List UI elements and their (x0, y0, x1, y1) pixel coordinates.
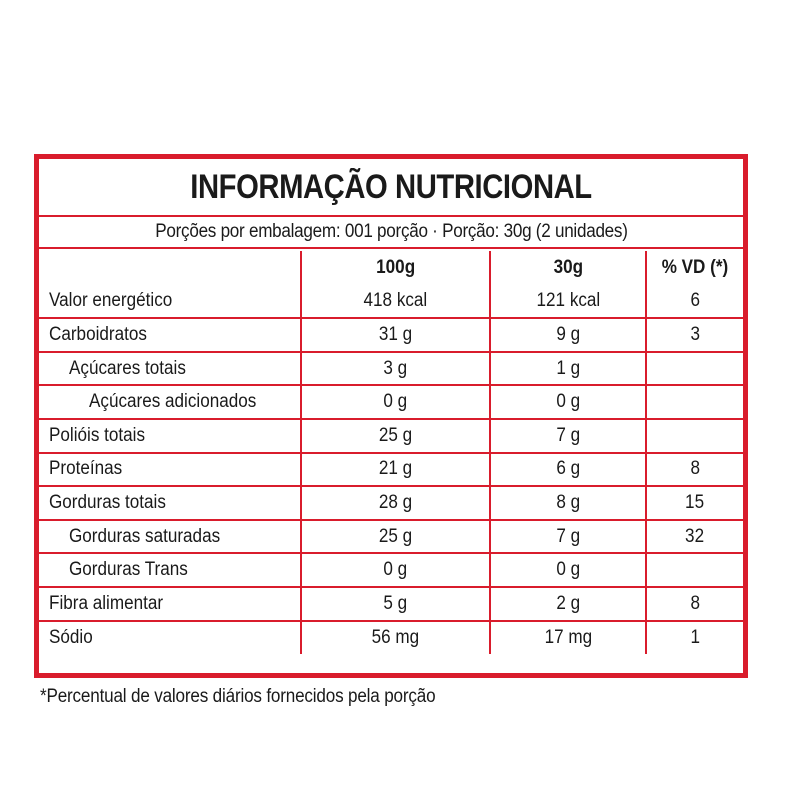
value-per-portion: 7 g (489, 417, 646, 453)
footnote-text: *Percentual de valores diários fornecido… (40, 686, 436, 707)
value-daily-percent: 6 (645, 284, 743, 319)
value-per-100g: 31 g (300, 317, 490, 352)
table-row: Sódio 56 mg 17 mg 1 (39, 619, 743, 655)
panel-title: INFORMAÇÃO NUTRICIONAL (190, 167, 592, 206)
value-per-100g: 56 mg (300, 619, 490, 655)
value-daily-percent (645, 417, 743, 453)
value-daily-percent: 1 (645, 619, 743, 655)
portion-info-text: Porções por embalagem: 001 porção · Porç… (154, 221, 628, 242)
value-per-100g: 25 g (300, 417, 490, 453)
value-daily-percent: 15 (645, 485, 743, 520)
value-per-100g: 5 g (300, 585, 490, 621)
value-per-portion: 1 g (489, 350, 646, 386)
footnote: *Percentual de valores diários fornecido… (40, 686, 479, 708)
nutrient-label: Sódio (39, 619, 301, 655)
value-per-portion: 0 g (489, 552, 646, 587)
value-per-portion: 8 g (489, 485, 646, 520)
nutrient-label: Gorduras saturadas (39, 518, 301, 554)
header-per-100g: 100g (300, 251, 490, 285)
value-per-portion: 121 kcal (489, 284, 646, 319)
value-daily-percent (645, 350, 743, 386)
value-per-100g: 25 g (300, 518, 490, 554)
portion-info: Porções por embalagem: 001 porção · Porç… (39, 215, 743, 249)
value-per-100g: 21 g (300, 451, 490, 487)
value-per-100g: 418 kcal (300, 284, 490, 319)
nutrient-label: Fibra alimentar (39, 585, 301, 621)
header-daily-value: % VD (*) (645, 251, 743, 285)
value-per-100g: 0 g (300, 552, 490, 587)
nutrient-label: Gorduras totais (39, 485, 301, 520)
value-per-portion: 17 mg (489, 619, 646, 655)
value-daily-percent (645, 552, 743, 587)
table-header-row: 100g 30g % VD (*) (39, 251, 743, 285)
value-per-100g: 3 g (300, 350, 490, 386)
value-daily-percent: 8 (645, 585, 743, 621)
value-per-100g: 0 g (300, 384, 490, 419)
value-per-portion: 9 g (489, 317, 646, 352)
nutrient-label: Proteínas (39, 451, 301, 487)
header-nutrient (39, 251, 301, 285)
nutrition-facts-panel: INFORMAÇÃO NUTRICIONAL Porções por embal… (34, 154, 748, 678)
header-per-portion: 30g (489, 251, 646, 285)
nutrition-table: 100g 30g % VD (*) Valor energético 418 kc… (39, 251, 743, 655)
nutrient-label: Açúcares adicionados (39, 384, 301, 419)
value-daily-percent (645, 384, 743, 419)
value-per-portion: 6 g (489, 451, 646, 487)
value-per-100g: 28 g (300, 485, 490, 520)
value-daily-percent: 32 (645, 518, 743, 554)
value-daily-percent: 3 (645, 317, 743, 352)
nutrient-label: Valor energético (49, 289, 173, 311)
value-per-portion: 7 g (489, 518, 646, 554)
nutrient-label: Polióis totais (39, 417, 301, 453)
value-daily-percent: 8 (645, 451, 743, 487)
value-per-portion: 2 g (489, 585, 646, 621)
table-row: Valor energético 418 kcal 121 kcal 6 (39, 284, 743, 319)
nutrient-label: Açúcares totais (39, 350, 301, 386)
nutrient-label: Gorduras Trans (39, 552, 301, 587)
value-per-portion: 0 g (489, 384, 646, 419)
nutrient-label: Carboidratos (39, 317, 301, 352)
